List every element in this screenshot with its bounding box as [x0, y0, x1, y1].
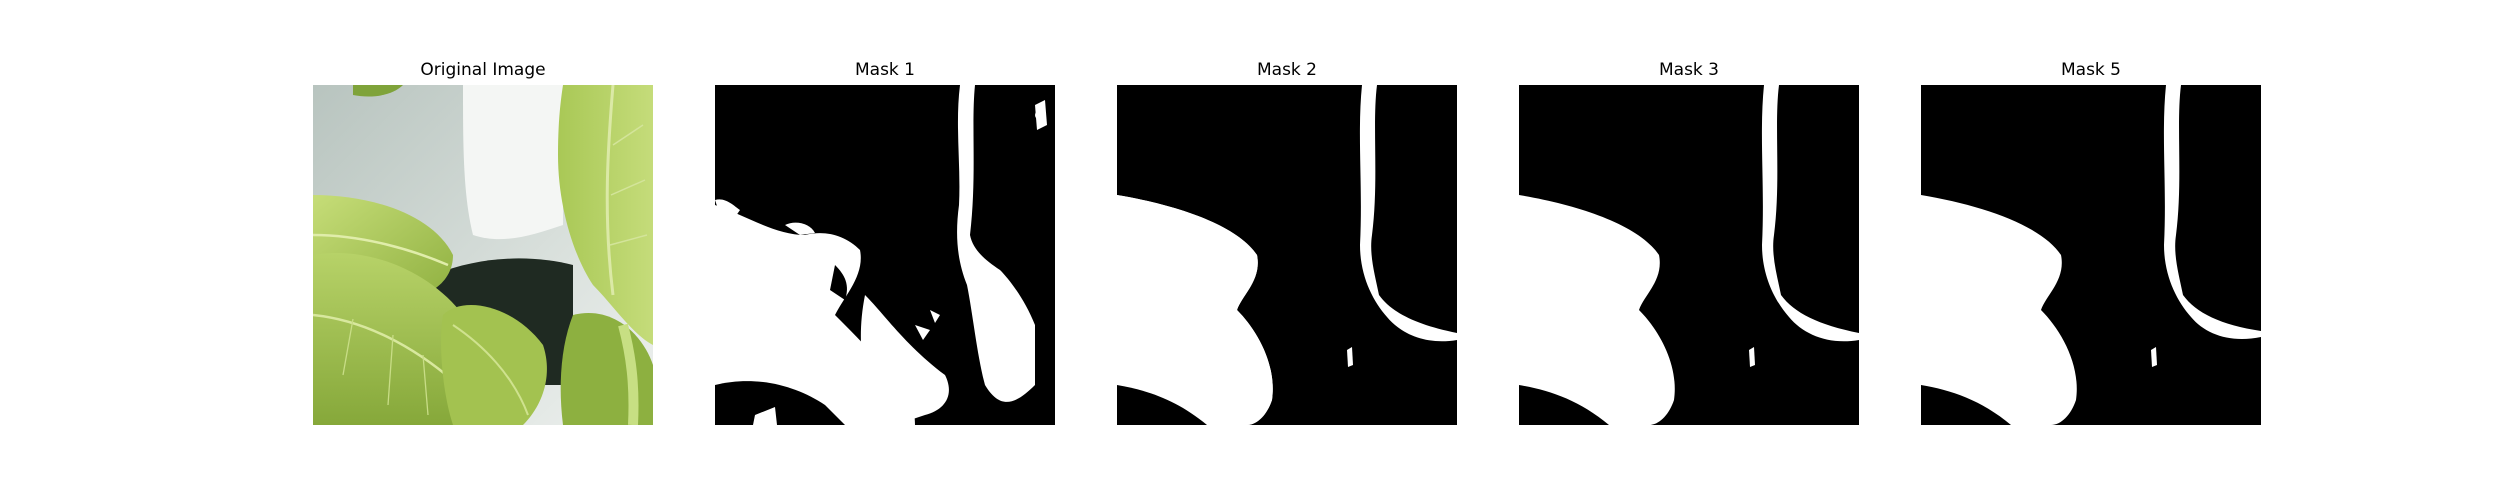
original-image-title: Original Image: [420, 60, 546, 80]
mask-5-image: [1921, 85, 2261, 425]
mask-3-image: [1519, 85, 1859, 425]
mask-2-title: Mask 2: [1256, 60, 1317, 80]
mask-2-image: [1117, 85, 1457, 425]
mask-3-title: Mask 3: [1658, 60, 1719, 80]
mask-1-title: Mask 1: [854, 60, 915, 80]
mask-5-title: Mask 5: [2060, 60, 2121, 80]
original-image: [313, 85, 653, 425]
mask-1-image: [715, 85, 1055, 425]
